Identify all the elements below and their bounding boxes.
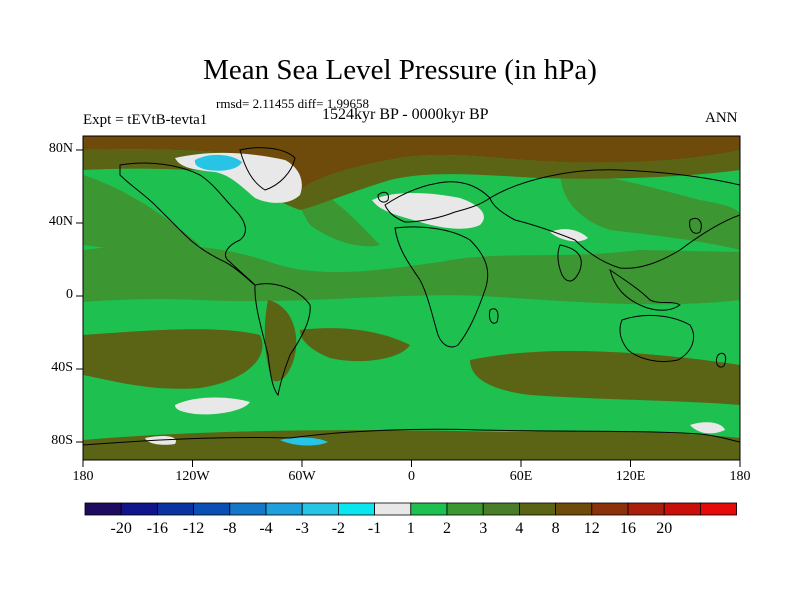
colorbar-swatch-3 xyxy=(193,502,231,516)
lon-label-120w: 120W xyxy=(175,469,210,484)
colorbar-label-11: 4 xyxy=(515,520,524,537)
colorbar-swatch-8 xyxy=(374,502,412,516)
colorbar-label-14: 16 xyxy=(620,520,636,537)
field-patch-ross-sea xyxy=(690,422,725,434)
colorbar-label-15: 20 xyxy=(656,520,673,537)
colorbar-swatch-15 xyxy=(627,502,665,516)
colorbar-swatch-16 xyxy=(663,502,701,516)
field-band-north-pacific xyxy=(83,175,200,251)
field-patch-south-pacific xyxy=(175,397,250,415)
colorbar-swatch-0 xyxy=(84,502,122,516)
colorbar-swatch-10 xyxy=(446,502,484,516)
colorbar-label-13: 12 xyxy=(583,520,600,537)
colorbar-label-4: -4 xyxy=(259,520,273,537)
field-patch-central-asia xyxy=(550,229,588,242)
colorbar-swatch-5 xyxy=(265,502,303,516)
coast-new-zealand xyxy=(715,352,727,368)
colorbar-swatch-13 xyxy=(555,502,593,516)
colorbar-label-6: -2 xyxy=(331,520,346,537)
coast-madagascar xyxy=(489,308,499,324)
coast-africa xyxy=(394,226,489,348)
period-text: 1524kyr BP - 0000kyr BP xyxy=(322,106,489,123)
lon-label-180e: 180 xyxy=(729,469,751,484)
colorbar-label-0: -20 xyxy=(110,520,132,537)
colorbar-label-10: 3 xyxy=(479,520,488,537)
colorbar-swatch-11 xyxy=(482,502,520,516)
lat-label-40n: 40N xyxy=(48,214,73,229)
colorbar xyxy=(84,502,738,516)
coast-europe xyxy=(384,181,491,223)
colorbar-swatch-1 xyxy=(120,502,158,516)
lat-label-80n: 80N xyxy=(48,141,73,156)
field-patch-europe xyxy=(372,193,484,229)
lon-label-60e: 60E xyxy=(509,469,533,484)
colorbar-label-12: 8 xyxy=(551,520,560,537)
pressure-field xyxy=(83,136,740,460)
colorbar-label-9: 2 xyxy=(443,520,451,537)
coast-asia xyxy=(489,169,740,269)
colorbar-swatch-4 xyxy=(229,502,267,516)
lat-label-0: 0 xyxy=(66,287,73,302)
coast-australia xyxy=(619,315,694,363)
lat-label-40s: 40S xyxy=(51,360,73,375)
lon-label-180w: 180 xyxy=(72,469,94,484)
colorbar-swatch-12 xyxy=(519,502,557,516)
colorbar-swatch-7 xyxy=(337,502,375,516)
colorbar-label-7: -1 xyxy=(367,520,382,537)
lon-label-0: 0 xyxy=(408,469,415,484)
coast-british-isles xyxy=(377,191,389,203)
experiment-label: Expt = tEVtB-tevta1 xyxy=(83,112,208,128)
field-band-south-pacific xyxy=(83,329,263,389)
colorbar-swatch-6 xyxy=(301,502,339,516)
colorbar-label-8: 1 xyxy=(406,520,415,537)
coastlines xyxy=(83,147,740,446)
lat-label-80s: 80S xyxy=(51,433,73,448)
colorbar-swatch-17 xyxy=(700,502,738,516)
coast-antarctica xyxy=(83,428,740,446)
field-patch-cyan-arctic xyxy=(194,154,242,171)
colorbar-swatch-14 xyxy=(591,502,629,516)
field-patch-cyan-antarctic xyxy=(280,437,328,446)
field-band-south-atlantic xyxy=(300,328,410,362)
field-band-tropics xyxy=(83,244,740,305)
colorbar-swatch-9 xyxy=(410,502,448,516)
field-band-south-america xyxy=(264,300,297,382)
lon-label-120e: 120E xyxy=(615,469,646,484)
coast-japan xyxy=(689,217,702,234)
map-title: Mean Sea Level Pressure (in hPa) xyxy=(203,54,597,86)
colorbar-label-5: -3 xyxy=(295,520,309,537)
coast-south-america xyxy=(254,283,311,397)
colorbar-label-2: -12 xyxy=(182,520,205,537)
field-band-indian-ocean xyxy=(470,350,740,405)
colorbar-label-3: -8 xyxy=(223,520,237,537)
coast-north-america xyxy=(119,162,256,286)
colorbar-label-1: -16 xyxy=(146,520,169,537)
field-arctic-brown xyxy=(83,136,740,190)
field-band-asia xyxy=(560,170,740,250)
season-label: ANN xyxy=(705,110,738,126)
coast-southeast-asia xyxy=(609,268,681,311)
coast-greenland xyxy=(239,147,296,191)
coast-india xyxy=(557,244,582,282)
colorbar-swatch-2 xyxy=(156,502,194,516)
field-band-southern-ocean xyxy=(83,430,740,460)
lon-label-60w: 60W xyxy=(288,469,316,484)
stats-text: rmsd= 2.11455 diff= 1.99658 xyxy=(216,96,369,111)
axis-ticks xyxy=(76,149,741,467)
